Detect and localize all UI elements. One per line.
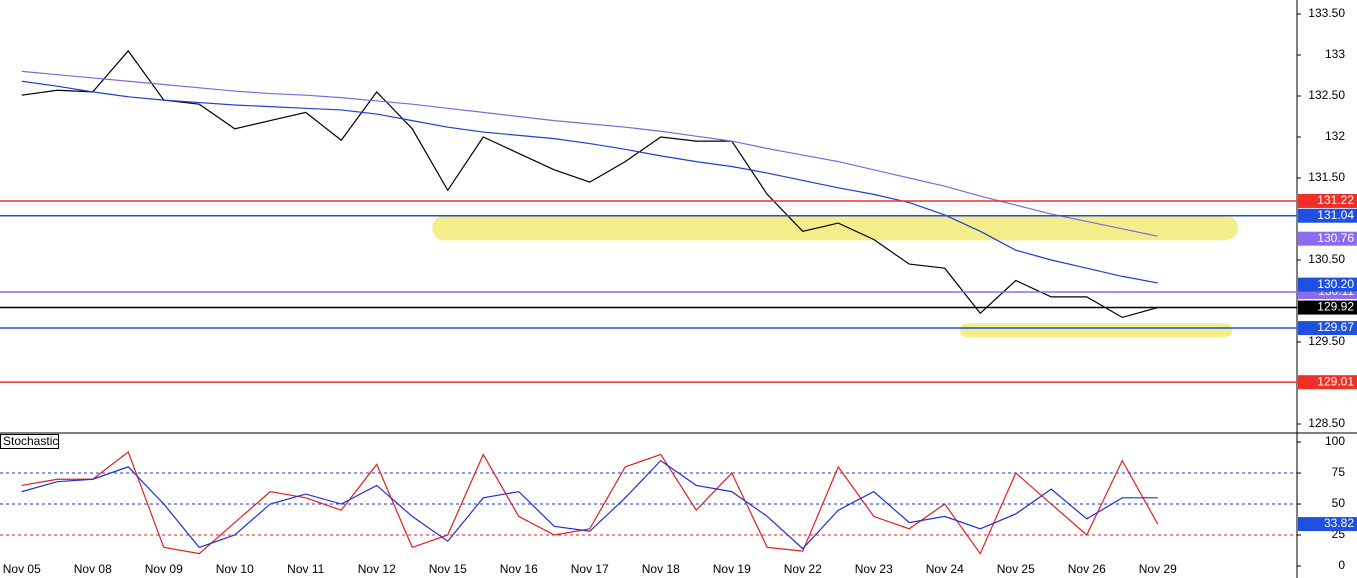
x-tick-label: Nov 23 bbox=[855, 562, 893, 576]
y-tick-label: 128.50 bbox=[1308, 416, 1345, 430]
x-tick-label: Nov 10 bbox=[216, 562, 254, 576]
x-tick-label: Nov 05 bbox=[3, 562, 41, 576]
x-tick-label: Nov 08 bbox=[74, 562, 112, 576]
y-tick-label: 133 bbox=[1325, 47, 1345, 61]
y-tick-label: 132 bbox=[1325, 129, 1345, 143]
series-line bbox=[21, 80, 1158, 284]
price-tag bbox=[1298, 277, 1357, 292]
series-line bbox=[21, 70, 1158, 237]
price-tag bbox=[1298, 517, 1357, 532]
x-tick-label: Nov 11 bbox=[287, 562, 324, 576]
y-tick-label: 132.50 bbox=[1308, 88, 1345, 102]
price-tag-label: 131.22 bbox=[1317, 193, 1354, 207]
panel-title-box bbox=[0, 434, 59, 449]
x-tick-label: Nov 15 bbox=[429, 562, 467, 576]
y-tick-label: 131.50 bbox=[1308, 170, 1345, 184]
y-tick-label: 75 bbox=[1332, 465, 1346, 479]
price-tag bbox=[1298, 375, 1357, 390]
price-tag-label: 33.82 bbox=[1324, 516, 1354, 530]
y-tick-label: 130.50 bbox=[1308, 252, 1345, 266]
x-tick-label: Nov 12 bbox=[358, 562, 396, 576]
price-tag bbox=[1298, 208, 1357, 223]
x-tick-label: Nov 09 bbox=[145, 562, 183, 576]
x-tick-label: Nov 24 bbox=[926, 562, 964, 576]
price-tag-label: 131.04 bbox=[1317, 208, 1354, 222]
price-tag bbox=[1298, 321, 1357, 336]
x-tick-label: Nov 25 bbox=[997, 562, 1035, 576]
price-tag bbox=[1298, 231, 1357, 246]
y-tick-label: 0 bbox=[1338, 558, 1345, 572]
series-line bbox=[21, 459, 1158, 550]
x-tick-label: Nov 18 bbox=[642, 562, 680, 576]
price-tag bbox=[1298, 300, 1357, 315]
y-tick-label: 100 bbox=[1325, 434, 1345, 448]
price-tag-label: 129.92 bbox=[1317, 300, 1354, 314]
x-tick-label: Nov 26 bbox=[1068, 562, 1106, 576]
price-tag-label: 129.67 bbox=[1317, 320, 1354, 334]
x-tick-label: Nov 16 bbox=[500, 562, 538, 576]
zone bbox=[960, 323, 1233, 338]
series-line bbox=[21, 49, 1158, 319]
y-tick-label: 50 bbox=[1332, 496, 1346, 510]
x-tick-label: Nov 29 bbox=[1139, 562, 1177, 576]
x-tick-label: Nov 17 bbox=[571, 562, 609, 576]
price-tag bbox=[1298, 193, 1357, 208]
y-tick-label: 133.50 bbox=[1308, 6, 1345, 20]
y-tick-label: 129.50 bbox=[1308, 334, 1345, 348]
zone bbox=[432, 215, 1238, 241]
x-tick-label: Nov 19 bbox=[713, 562, 751, 576]
x-tick-label: Nov 22 bbox=[784, 562, 822, 576]
price-tag-label: 130.20 bbox=[1317, 277, 1354, 291]
price-tag-label: 130.76 bbox=[1317, 231, 1354, 245]
panel-title: Stochastic bbox=[3, 434, 58, 448]
price-tag-label: 129.01 bbox=[1317, 374, 1354, 388]
